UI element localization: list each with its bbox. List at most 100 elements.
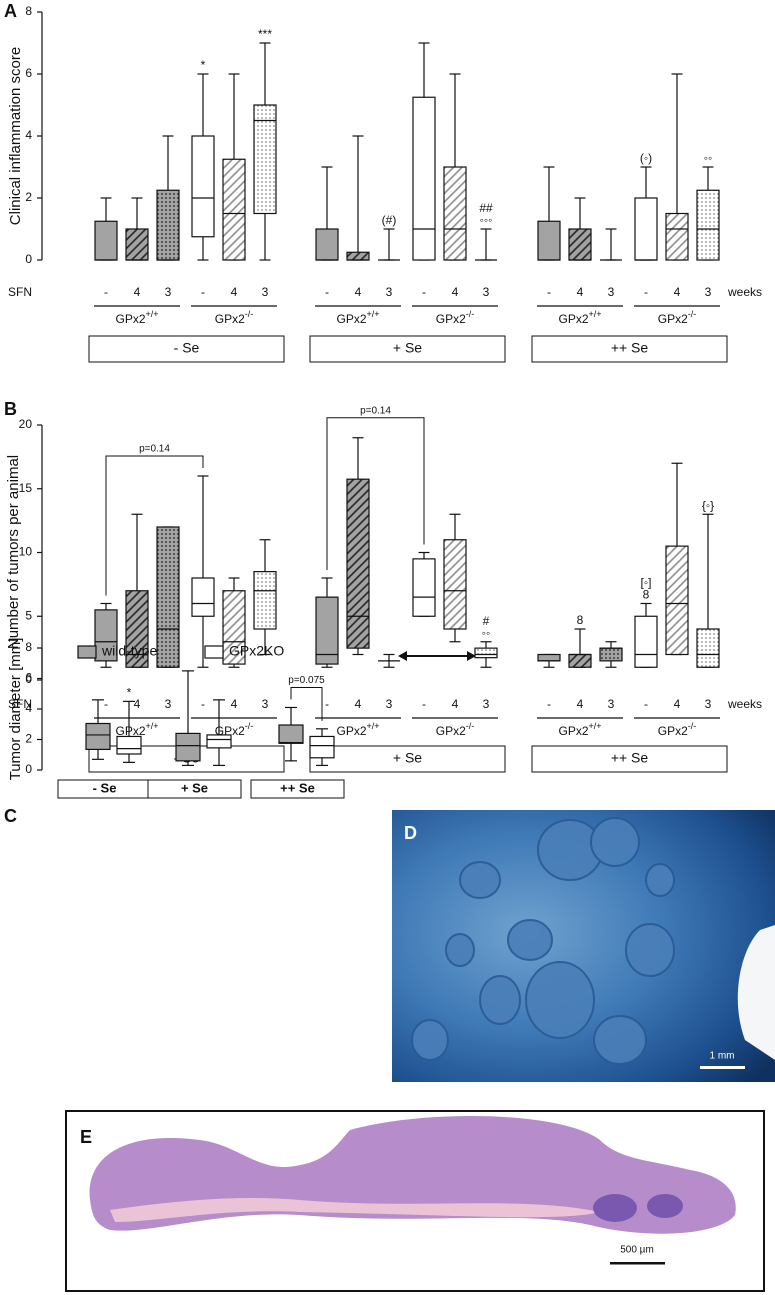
x-tick-label: 3 — [386, 697, 393, 711]
x-tick-label: 4 — [231, 697, 238, 711]
genotype-sup: -/- — [688, 721, 697, 731]
box — [696, 628, 720, 668]
genotype-label: GPx2-/- — [658, 721, 697, 738]
x-tick-label: 3 — [608, 285, 615, 299]
y-tick-label: 2 — [25, 190, 32, 204]
x-tick-label: 4 — [134, 285, 141, 299]
y-tick-label: 6 — [25, 66, 32, 80]
group-label: + Se — [181, 780, 208, 795]
annotation: *** — [258, 27, 272, 41]
x-tick-label: 4 — [674, 697, 681, 711]
genotype-label: GPx2+/+ — [115, 721, 158, 738]
genotype-base: GPx2 — [115, 724, 145, 738]
genotype-label: GPx2-/- — [215, 309, 254, 326]
genotype-base: GPx2 — [558, 312, 588, 326]
y-tick-label: 8 — [25, 640, 32, 654]
annotation: 8 — [643, 588, 650, 602]
x-axis-title: SFN — [8, 285, 32, 299]
x-tick-label: - — [547, 697, 551, 711]
genotype-sup: -/- — [466, 721, 475, 731]
genotype-sup: +/+ — [589, 309, 602, 319]
genotype-label: GPx2-/- — [436, 309, 475, 326]
y-axis-title: Tumor diameter [mm] — [7, 638, 24, 781]
box — [125, 590, 149, 668]
group-label: ++ Se — [280, 780, 315, 795]
x-tick-label: 3 — [165, 697, 172, 711]
y-tick-label: 15 — [19, 481, 33, 495]
box — [443, 166, 467, 261]
x-tick-label: 4 — [452, 697, 459, 711]
box — [634, 197, 658, 261]
box — [94, 220, 118, 261]
box — [156, 526, 180, 668]
group-box — [250, 779, 345, 799]
panel-letter: E — [80, 1127, 92, 1147]
box — [222, 158, 246, 261]
annotation: 8 — [577, 613, 584, 627]
box — [599, 647, 623, 662]
box — [634, 615, 658, 668]
genotype-label: GPx2+/+ — [336, 721, 379, 738]
group-label: + Se — [393, 340, 422, 356]
x-tick-label: 3 — [165, 285, 172, 299]
photo-panel — [392, 810, 775, 1082]
y-tick-label: 20 — [19, 417, 33, 431]
x-tick-label: - — [644, 697, 648, 711]
y-tick-label: 6 — [25, 671, 32, 685]
x-tick-label: 4 — [134, 697, 141, 711]
genotype-sup: +/+ — [367, 721, 380, 731]
x-tick-label: - — [325, 285, 329, 299]
x-tick-label: 4 — [355, 697, 362, 711]
box — [222, 590, 246, 665]
box — [253, 571, 277, 630]
box — [568, 228, 592, 261]
x-axis-title: SFN — [8, 697, 32, 711]
group-box — [309, 745, 506, 773]
box — [412, 558, 436, 617]
x-tick-label: 4 — [231, 285, 238, 299]
genotype-base: GPx2 — [658, 724, 688, 738]
y-tick-label: 10 — [19, 545, 33, 559]
box — [253, 104, 277, 215]
box — [315, 228, 339, 261]
y-axis-title: Clinical inflammation score — [7, 47, 24, 225]
annotation: [◦] — [641, 576, 652, 590]
x-tick-label: - — [325, 697, 329, 711]
box — [206, 734, 232, 749]
x-tick-label: 3 — [483, 697, 490, 711]
box — [94, 609, 118, 662]
box — [568, 653, 592, 668]
group-label: ++ Se — [611, 340, 649, 356]
legend-label: wild-type — [101, 643, 157, 659]
scale-label: 1 mm — [710, 1051, 735, 1062]
y-tick-label: 8 — [25, 4, 32, 18]
x-tick-label: 3 — [386, 285, 393, 299]
box — [116, 735, 142, 755]
x-tick-label: - — [422, 285, 426, 299]
annotation: * — [201, 58, 206, 72]
genotype-sup: +/+ — [146, 309, 159, 319]
legend-label: GPx2KO — [229, 643, 284, 659]
panel-letter: C — [4, 806, 17, 826]
genotype-label: GPx2+/+ — [558, 309, 601, 326]
genotype-base: GPx2 — [658, 312, 688, 326]
box — [156, 189, 180, 261]
box — [175, 732, 201, 762]
legend-swatch — [204, 645, 224, 659]
genotype-base: GPx2 — [336, 724, 366, 738]
group-box — [531, 745, 728, 773]
genotype-base: GPx2 — [115, 312, 145, 326]
genotype-label: GPx2-/- — [658, 309, 697, 326]
p-value: p=0.075 — [288, 675, 325, 686]
box — [346, 478, 370, 649]
panel-letter: A — [4, 1, 17, 21]
x-tick-label: 3 — [608, 697, 615, 711]
genotype-label: GPx2+/+ — [336, 309, 379, 326]
genotype-sup: -/- — [688, 309, 697, 319]
box — [309, 735, 335, 759]
annotation: ◦◦ — [704, 151, 713, 165]
box — [412, 96, 436, 261]
box — [191, 577, 215, 617]
box — [537, 220, 561, 261]
